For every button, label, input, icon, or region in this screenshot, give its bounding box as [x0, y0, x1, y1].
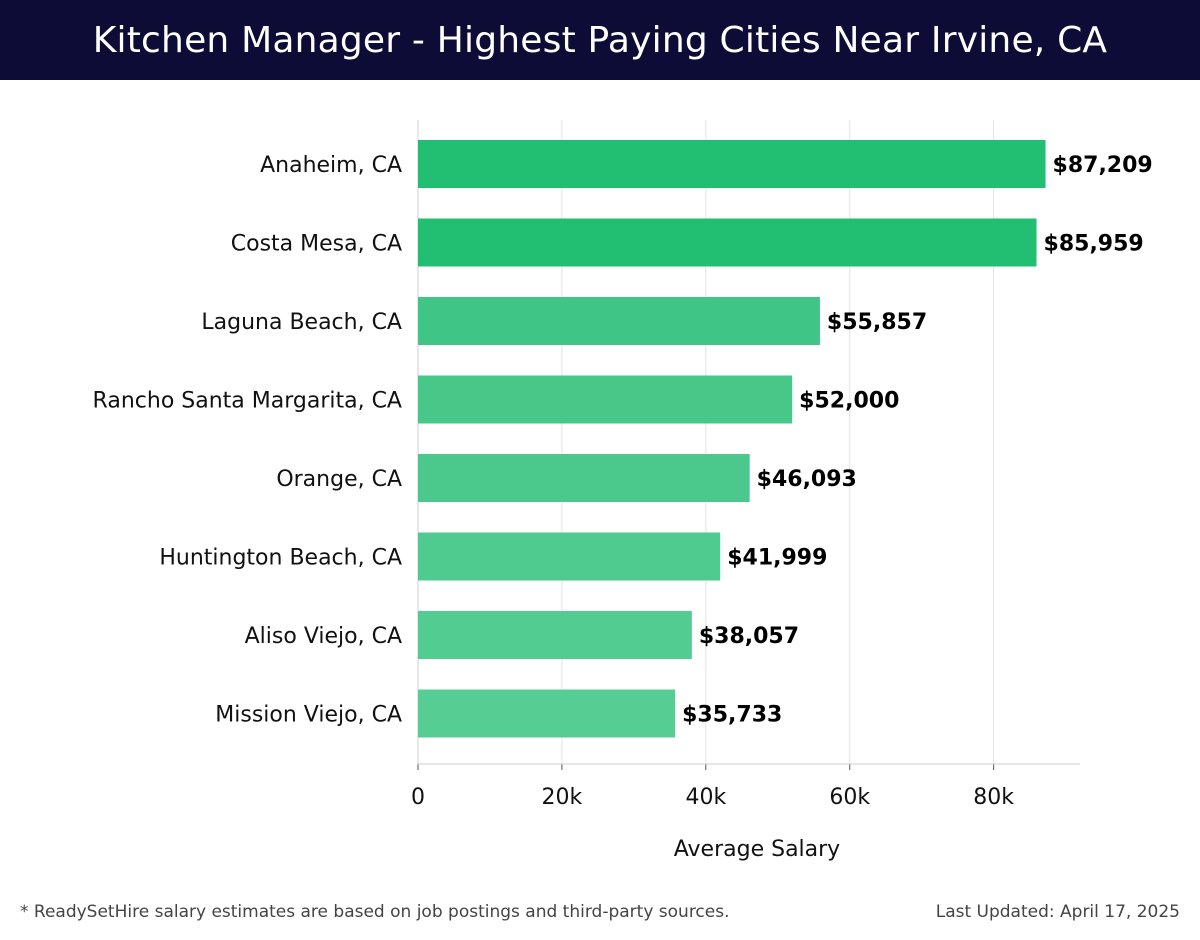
bar — [418, 532, 721, 581]
x-tick-label: 80k — [973, 785, 1014, 810]
bar — [418, 689, 676, 738]
x-axis-title: Average Salary — [674, 837, 840, 862]
bar — [418, 140, 1046, 188]
value-label: $55,857 — [827, 310, 927, 335]
category-label: Anaheim, CA — [260, 153, 402, 178]
value-label: $35,733 — [682, 703, 782, 728]
value-label: $46,093 — [757, 467, 857, 492]
bars — [418, 140, 1046, 738]
category-label: Mission Viejo, CA — [215, 703, 402, 728]
value-label: $52,000 — [799, 389, 899, 414]
category-label: Aliso Viejo, CA — [245, 624, 402, 649]
x-tick-label: 60k — [829, 785, 870, 810]
value-label: $85,959 — [1044, 232, 1144, 257]
value-label: $87,209 — [1053, 153, 1153, 178]
category-label: Huntington Beach, CA — [159, 546, 402, 571]
grid-lines — [417, 120, 995, 764]
source-note: * ReadySetHire salary estimates are base… — [20, 902, 730, 922]
bar — [418, 611, 692, 659]
bar-chart: 0 20k 40k 60k 80k Anaheim, CA $87,209 Costa Mes… — [93, 120, 1153, 862]
bar — [418, 375, 793, 424]
value-label: $38,057 — [699, 624, 799, 649]
x-tick-label: 40k — [685, 785, 726, 810]
bar — [418, 297, 820, 345]
category-label: Costa Mesa, CA — [231, 232, 402, 257]
category-label: Laguna Beach, CA — [201, 310, 402, 335]
bar — [418, 454, 750, 502]
axes — [417, 120, 1080, 770]
value-label: $41,999 — [727, 546, 827, 571]
category-label: Rancho Santa Margarita, CA — [93, 389, 402, 414]
x-tick-label: 20k — [542, 785, 583, 810]
category-label: Orange, CA — [276, 467, 402, 492]
bar — [418, 218, 1037, 267]
labels: 0 20k 40k 60k 80k Anaheim, CA $87,209 Costa Mes… — [93, 153, 1153, 862]
chart-title: Kitchen Manager - Highest Paying Cities … — [0, 0, 1200, 80]
last-updated: Last Updated: April 17, 2025 — [935, 902, 1180, 922]
x-tick-label: 0 — [411, 785, 425, 810]
